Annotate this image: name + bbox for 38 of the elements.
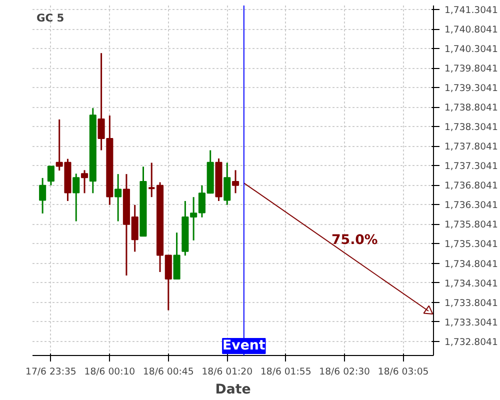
x-tick-label: 18/6 01:55 [260, 366, 312, 378]
ref-line-label: Event [222, 338, 266, 354]
y-tick-label: 1,734.3041 [444, 278, 498, 290]
y-tick-label: 1,734.8041 [444, 258, 498, 270]
candlestick [224, 162, 231, 206]
x-tick-label: 18/6 01:20 [202, 366, 253, 378]
x-tick-label: 18/6 03:05 [378, 366, 429, 378]
y-tick-label: 1,738.8041 [444, 102, 498, 114]
y-tick-label: 1,733.8041 [444, 298, 498, 309]
x-tick-label: 17/6 23:35 [26, 366, 76, 378]
y-tick-label: 1,739.8041 [444, 64, 498, 75]
y-tick-label: 1,737.8041 [444, 142, 498, 153]
y-tick-label: 1,733.3041 [444, 317, 498, 328]
x-tick-label: 18/6 00:10 [84, 366, 136, 378]
x-axis-title: Date [215, 382, 251, 398]
candlestick [148, 162, 156, 198]
candlestick [114, 173, 122, 222]
y-tick-label: 1,738.3041 [444, 122, 498, 134]
y-tick-label: 1,732.8041 [444, 336, 498, 348]
y-tick-label: 1,736.8041 [444, 180, 498, 192]
candlestick [47, 166, 54, 186]
candlestick [39, 177, 46, 214]
y-tick-label: 1,739.3041 [444, 83, 498, 94]
candlestick [80, 169, 88, 194]
y-tick-label: 1,737.3041 [444, 161, 498, 172]
y-tick-label: 1,741.3041 [444, 5, 498, 16]
y-tick-label: 1,735.3041 [444, 239, 498, 250]
annotation: 75.0% [332, 232, 378, 248]
candlestick [72, 172, 80, 222]
candlestick [232, 169, 240, 194]
candlestick [173, 232, 180, 280]
y-tick-label: 1,740.3041 [444, 44, 498, 56]
y-tick-label: 1,735.8041 [444, 220, 498, 231]
y-tick-label: 1,740.8041 [444, 24, 498, 36]
y-tick-label: 1,736.3041 [444, 200, 498, 212]
text: GC 5 [36, 12, 64, 24]
x-tick-label: 18/6 02:30 [319, 366, 370, 378]
x-tick-label: 18/6 00:45 [143, 366, 194, 378]
